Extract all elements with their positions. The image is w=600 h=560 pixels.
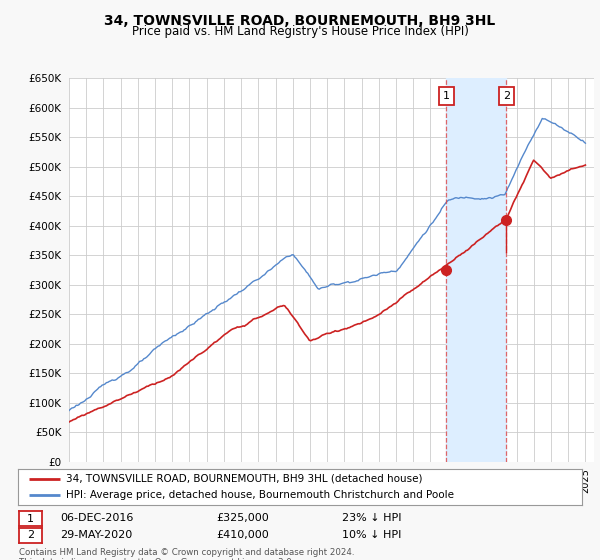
Text: £325,000: £325,000	[216, 513, 269, 523]
Bar	[446, 78, 506, 462]
Text: 06-DEC-2016: 06-DEC-2016	[60, 513, 133, 523]
Text: 23% ↓ HPI: 23% ↓ HPI	[342, 513, 401, 523]
Text: 1: 1	[443, 91, 450, 101]
Text: 2: 2	[27, 530, 34, 540]
Text: Price paid vs. HM Land Registry's House Price Index (HPI): Price paid vs. HM Land Registry's House …	[131, 25, 469, 38]
Text: Contains HM Land Registry data © Crown copyright and database right 2024.
This d: Contains HM Land Registry data © Crown c…	[19, 548, 355, 560]
Text: 2: 2	[503, 91, 510, 101]
Text: 10% ↓ HPI: 10% ↓ HPI	[342, 530, 401, 540]
Text: HPI: Average price, detached house, Bournemouth Christchurch and Poole: HPI: Average price, detached house, Bour…	[66, 491, 454, 500]
Text: 34, TOWNSVILLE ROAD, BOURNEMOUTH, BH9 3HL: 34, TOWNSVILLE ROAD, BOURNEMOUTH, BH9 3H…	[104, 14, 496, 28]
Text: 1: 1	[27, 514, 34, 524]
Text: 29-MAY-2020: 29-MAY-2020	[60, 530, 132, 540]
Text: £410,000: £410,000	[216, 530, 269, 540]
Text: 34, TOWNSVILLE ROAD, BOURNEMOUTH, BH9 3HL (detached house): 34, TOWNSVILLE ROAD, BOURNEMOUTH, BH9 3H…	[66, 474, 422, 483]
